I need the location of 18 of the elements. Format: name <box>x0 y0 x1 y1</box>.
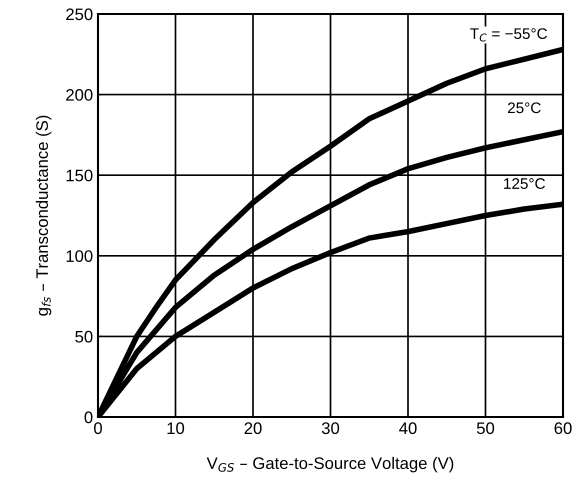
x-tick-label: 40 <box>399 422 417 434</box>
x-tick-label: 0 <box>94 422 102 434</box>
y-tick-label: 0 <box>84 411 92 424</box>
series-label: 25°C <box>508 102 541 114</box>
y-tick-label: 100 <box>66 250 92 262</box>
x-axis-title: V$_{GS}$ – Gate-to-Source Voltage (V) <box>206 456 454 472</box>
y-tick-label: 150 <box>66 170 92 182</box>
y-axis-title: g$_{fs}$ – Transconductance (S) <box>36 116 52 316</box>
x-tick-label: 50 <box>476 422 494 434</box>
series-label: T$_{C}$ = −55°C <box>470 28 548 42</box>
y-tick-label: 200 <box>66 89 92 101</box>
x-tick-label: 10 <box>168 422 184 434</box>
x-tick-label: 30 <box>322 422 340 434</box>
x-tick-label: 20 <box>244 422 262 434</box>
x-tick-label: 60 <box>554 422 572 434</box>
series-label: 125°C <box>504 178 545 189</box>
y-tick-label: 50 <box>75 330 92 343</box>
y-tick-label: 250 <box>66 8 92 20</box>
